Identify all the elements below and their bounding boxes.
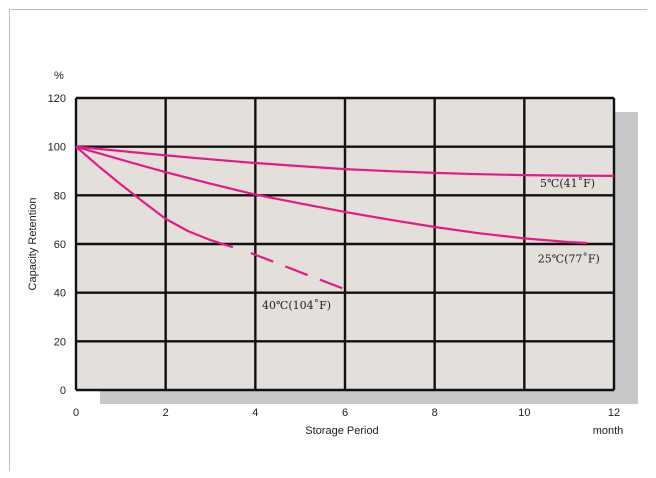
x-tick-label: 10: [518, 407, 530, 419]
y-unit-label: %: [54, 70, 64, 82]
series-line-1: [75, 145, 615, 177]
series-label: 5℃(41˚F): [540, 177, 595, 190]
x-tick-label: 0: [73, 407, 79, 419]
y-tick-label: 60: [54, 239, 66, 251]
y-tick-label: 0: [60, 385, 66, 397]
x-tick-labels: 0 2 4 6 8 10 12: [73, 407, 620, 419]
x-tick-label: 2: [163, 407, 169, 419]
series-line-2: [75, 145, 588, 245]
x-tick-label: 4: [252, 407, 258, 419]
series-lines: [75, 145, 615, 291]
series-line-3: [75, 145, 234, 249]
outer-frame: [9, 9, 647, 471]
series-label: 25℃(77˚F): [538, 253, 600, 266]
x-tick-label: 8: [432, 407, 438, 419]
x-axis-title: Storage Period: [305, 425, 378, 437]
y-tick-label: 40: [54, 288, 66, 300]
y-tick-label: 120: [48, 93, 66, 105]
y-axis-title: Capacity Retention: [27, 198, 39, 291]
series-label: 40℃(104˚F): [262, 299, 331, 312]
y-tick-label: 20: [54, 336, 66, 348]
grid-lines: [74, 96, 616, 392]
y-tick-label: 100: [48, 142, 66, 154]
x-tick-label: 12: [608, 407, 620, 419]
y-tick-labels: 0 20 40 60 80 100 120: [48, 93, 66, 397]
y-tick-label: 80: [54, 190, 66, 202]
series-line-4: [250, 251, 346, 291]
series-labels: 5℃(41˚F) 25℃(77˚F) 40℃(104˚F): [262, 177, 600, 312]
x-tick-label: 6: [342, 407, 348, 419]
x-unit-label: month: [593, 425, 624, 437]
